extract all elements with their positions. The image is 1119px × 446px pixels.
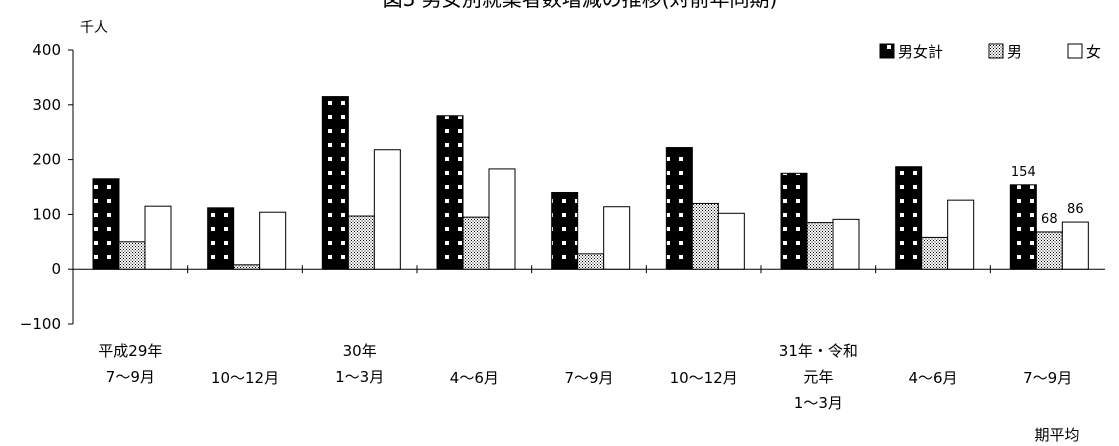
y-axis: 400 300 200 100 0 −100 xyxy=(20,41,1105,333)
data-label: 68 xyxy=(1041,212,1058,227)
bar-男 xyxy=(233,264,261,270)
category-label: 4〜6月 xyxy=(450,369,499,387)
bar-男女計 xyxy=(780,172,808,270)
bar-女 xyxy=(259,211,287,270)
category-label: 10〜12月 xyxy=(211,369,279,387)
bar-女 xyxy=(488,168,516,270)
legend-label: 男 xyxy=(1007,43,1022,61)
category-label: 7〜9月 xyxy=(564,369,613,387)
category-label: 31年・令和元年 1〜3月 xyxy=(779,342,858,412)
bar-男 xyxy=(1035,231,1063,270)
bar-男 xyxy=(347,215,375,270)
bar-男女計 xyxy=(1009,184,1037,270)
bar-女 xyxy=(144,205,172,270)
chart-title: 図3 男女別就業者数増減の推移(対前年同期) xyxy=(383,0,778,11)
y-tick-label: 300 xyxy=(32,96,61,114)
bar-男 xyxy=(921,236,949,270)
category-label: 4〜6月 xyxy=(908,369,957,387)
category-labels: 平成29年 7〜9月 10〜12月 30年 1〜3月 4〜6月 7〜9月 10〜12月 31年・… xyxy=(98,342,1072,412)
legend-label: 男女計 xyxy=(898,43,943,61)
bar-男女計 xyxy=(92,178,120,270)
bar-男 xyxy=(806,222,834,270)
y-tick-label: −100 xyxy=(20,315,61,333)
bar-男 xyxy=(118,241,146,270)
bar-男 xyxy=(577,253,605,270)
bar-男女計 xyxy=(321,96,349,270)
bar-男女計 xyxy=(551,191,579,270)
bar-男女計 xyxy=(207,207,235,270)
legend-swatch xyxy=(1067,43,1083,59)
data-label: 86 xyxy=(1067,202,1084,217)
bar-男女計 xyxy=(895,166,923,270)
bar-女 xyxy=(717,212,745,270)
category-label: 7〜9月 xyxy=(1023,369,1072,387)
bar-女 xyxy=(947,199,975,270)
y-axis-unit: 千人 xyxy=(80,20,108,36)
bar-男 xyxy=(462,216,490,270)
legend-swatch xyxy=(879,43,895,59)
legend: 男女計 男 女 xyxy=(879,43,1101,61)
category-label: 10〜12月 xyxy=(670,369,738,387)
y-tick-label: 200 xyxy=(32,151,61,169)
bar-女 xyxy=(832,218,860,270)
y-tick-label: 400 xyxy=(32,41,61,59)
bar-男女計 xyxy=(436,115,464,270)
footnote: 期平均 xyxy=(1034,426,1079,444)
legend-label: 女 xyxy=(1086,43,1101,61)
bar-男女計 xyxy=(665,147,693,270)
bar-男 xyxy=(691,202,719,270)
bar-女 xyxy=(1061,221,1089,270)
y-tick-label: 0 xyxy=(51,260,61,278)
data-label: 154 xyxy=(1011,165,1036,180)
bar-女 xyxy=(603,206,631,270)
category-label: 30年 1〜3月 xyxy=(335,342,384,386)
bars: 154 68 86 xyxy=(92,96,1089,270)
y-tick-label: 100 xyxy=(32,205,61,223)
bar-女 xyxy=(373,149,401,270)
legend-swatch xyxy=(988,43,1004,59)
category-label: 平成29年 7〜9月 xyxy=(98,342,162,386)
